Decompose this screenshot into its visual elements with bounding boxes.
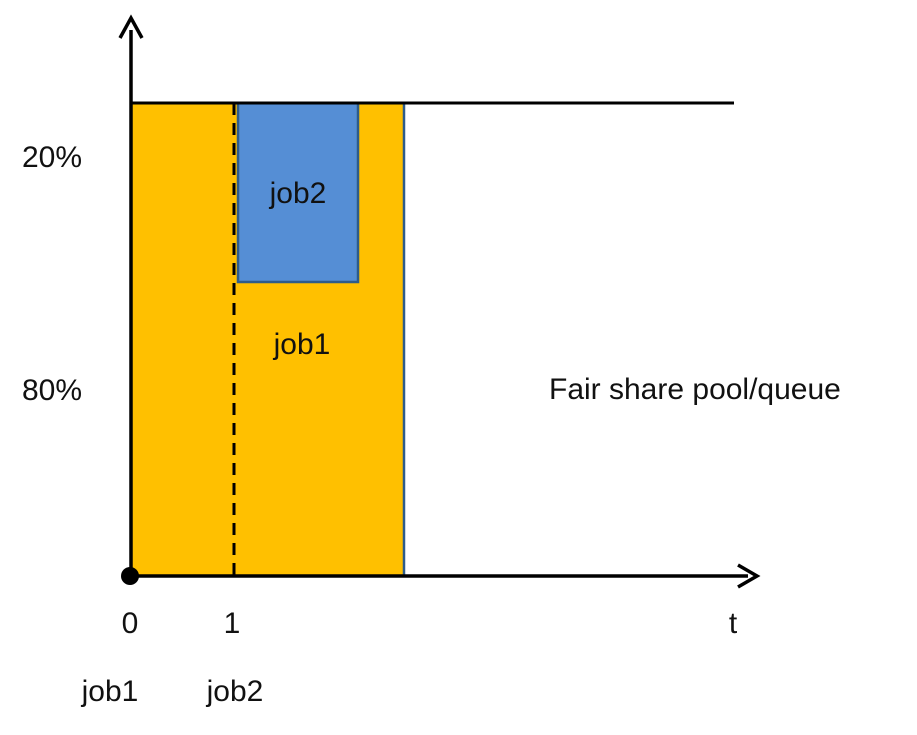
x-axis-end-label: t: [729, 607, 738, 640]
origin-dot: [121, 567, 139, 585]
job2-region: [236, 101, 360, 284]
job2-region-label: job2: [269, 177, 327, 210]
arrival-job2: job2: [206, 675, 264, 708]
y-axis-arrow-icon: [118, 14, 144, 39]
arrival-job1: job1: [81, 675, 139, 708]
y-label-80: 80%: [22, 374, 82, 407]
y-label-20: 20%: [22, 141, 82, 174]
x-tick-0: 0: [122, 607, 139, 640]
x-axis-arrow-icon: [737, 563, 761, 589]
pool-label: Fair share pool/queue: [549, 373, 841, 406]
job1-region-label: job1: [273, 328, 331, 361]
x-tick-1: 1: [224, 607, 241, 640]
